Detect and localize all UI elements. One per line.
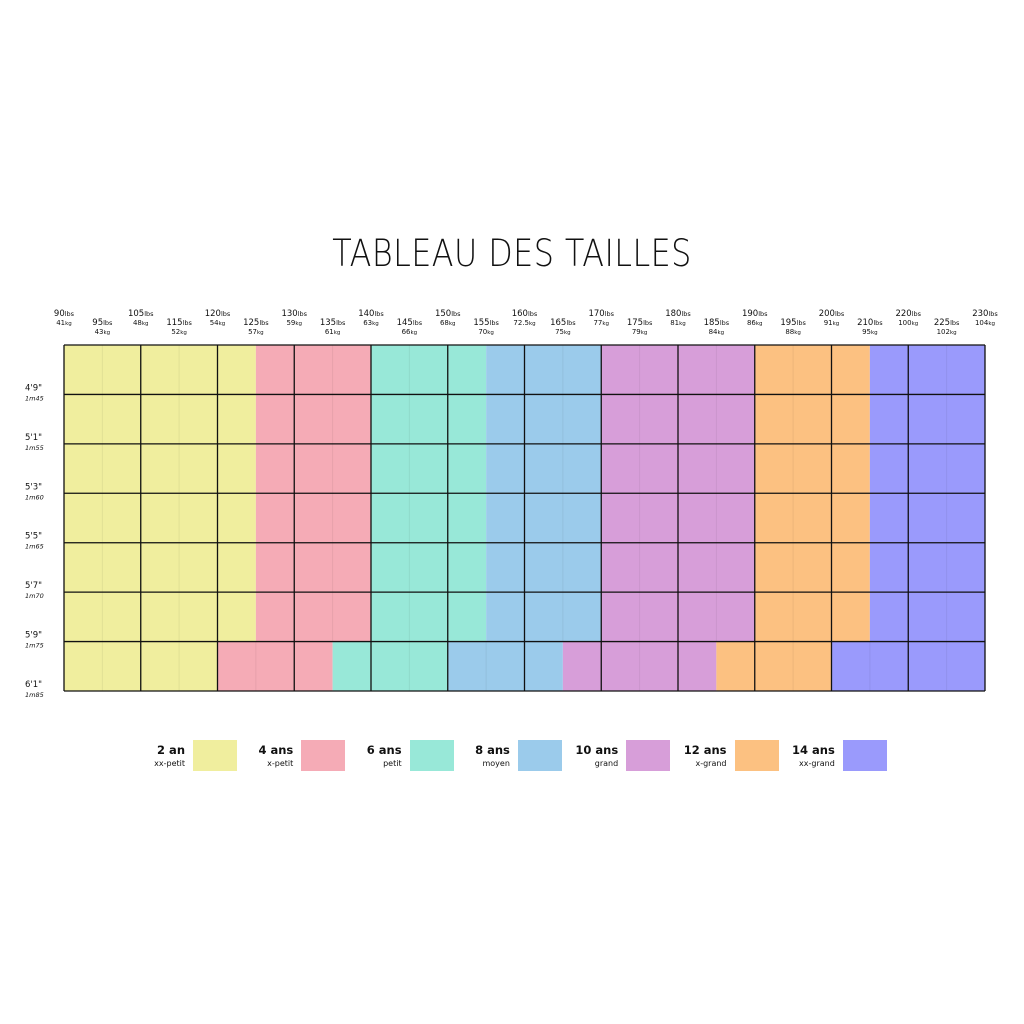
weight-kg-label: 63kg [363, 319, 379, 327]
legend-swatch [517, 740, 562, 771]
legend-size: x-petit [267, 759, 294, 768]
legend-age: 14 ans [791, 743, 835, 757]
height-ft-label: 5'3" [25, 482, 42, 492]
weight-lbs-label: 200lbs [819, 309, 845, 319]
weight-lbs-label: 160lbs [512, 309, 538, 319]
size-band [447, 641, 563, 691]
legend-swatch [734, 740, 779, 771]
weight-kg-label: 70kg [478, 328, 494, 336]
height-m-label: 1m75 [25, 642, 44, 650]
weight-lbs-label: 170lbs [588, 309, 614, 319]
weight-kg-label: 41kg [56, 319, 72, 327]
chart-title: TABLEAU DES TAILLES [332, 232, 692, 275]
legend-swatch [193, 740, 237, 771]
weight-lbs-label: 220lbs [895, 309, 921, 319]
legend-swatch [409, 740, 454, 771]
weight-kg-label: 91kg [824, 319, 840, 327]
weight-lbs-label: 190lbs [742, 309, 768, 319]
weight-lbs-label: 115lbs [166, 318, 192, 328]
legend-item: 6 ans petit [334, 740, 454, 772]
weight-lbs-label: 135lbs [320, 318, 346, 328]
weight-lbs-label: 185lbs [704, 318, 730, 328]
weight-kg-label: 48kg [133, 319, 149, 327]
legend-age: 8 ans [475, 743, 510, 757]
weight-kg-label: 59kg [286, 319, 302, 327]
height-m-label: 1m55 [25, 444, 44, 452]
legend-age: 6 ans [366, 743, 402, 757]
legend-size: x-grand [695, 759, 727, 768]
height-m-label: 1m60 [25, 493, 44, 501]
weight-kg-label: 54kg [210, 319, 226, 327]
weight-kg-label: 100kg [898, 319, 918, 327]
legend-size: xx-grand [799, 759, 835, 768]
height-ft-label: 5'7" [25, 581, 42, 591]
legend-size: petit [383, 759, 402, 768]
weight-kg-label: 72.5kg [513, 319, 535, 327]
weight-lbs-label: 150lbs [435, 309, 461, 319]
weight-kg-label: 57kg [248, 328, 264, 336]
legend-age: 12 ans [683, 743, 727, 757]
size-band [217, 641, 333, 691]
weight-kg-label: 86kg [747, 319, 763, 327]
weight-lbs-label: 180lbs [665, 309, 691, 319]
legend-item: 10 ans grand [550, 740, 671, 772]
weight-lbs-label: 195lbs [780, 318, 806, 328]
size-band [716, 641, 832, 691]
weight-lbs-label: 155lbs [473, 318, 499, 328]
weight-lbs-label: 125lbs [243, 318, 269, 328]
weight-kg-label: 104kg [975, 319, 995, 327]
legend-item: 2 an xx-petit [117, 740, 237, 772]
size-band [332, 641, 448, 691]
weight-lbs-label: 105lbs [128, 309, 154, 319]
weight-kg-label: 52kg [171, 328, 187, 336]
legend-item: 8 ans moyen [442, 740, 562, 772]
size-band [562, 641, 717, 691]
height-ft-label: 5'9" [25, 631, 42, 641]
weight-kg-label: 102kg [937, 328, 957, 336]
weight-lbs-label: 210lbs [857, 318, 883, 328]
legend-item: 4 ans x-petit [225, 740, 346, 772]
weight-lbs-label: 165lbs [550, 318, 576, 328]
weight-kg-label: 88kg [785, 328, 801, 336]
weight-lbs-label: 175lbs [627, 318, 653, 328]
height-m-label: 1m65 [25, 543, 44, 551]
legend-swatch [301, 740, 346, 771]
weight-kg-label: 61kg [325, 328, 341, 336]
legend-item: 14 ans xx-grand [767, 740, 887, 772]
weight-kg-label: 43kg [95, 328, 111, 336]
weight-lbs-label: 120lbs [205, 309, 231, 319]
legend-size: grand [594, 759, 619, 768]
weight-kg-label: 75kg [555, 328, 571, 336]
height-ft-label: 5'5" [25, 532, 42, 542]
weight-kg-label: 79kg [632, 328, 648, 336]
weight-kg-label: 68kg [440, 319, 456, 327]
legend-age: 10 ans [575, 743, 619, 757]
weight-lbs-label: 145lbs [397, 318, 423, 328]
legend-size: xx-petit [154, 759, 185, 768]
legend-age: 4 ans [258, 743, 294, 757]
legend-age: 2 an [157, 743, 185, 757]
weight-kg-label: 95kg [862, 328, 878, 336]
height-m-label: 1m70 [25, 592, 44, 600]
weight-kg-label: 66kg [402, 328, 418, 336]
weight-lbs-label: 90lbs [54, 309, 75, 319]
height-ft-label: 4'9" [25, 383, 42, 393]
weight-kg-label: 84kg [709, 328, 725, 336]
weight-lbs-label: 140lbs [358, 309, 384, 319]
height-m-label: 1m45 [25, 394, 44, 402]
weight-kg-label: 77kg [593, 319, 609, 327]
legend-item: 12 ans x-grand [659, 740, 779, 772]
weight-lbs-label: 225lbs [934, 318, 960, 328]
legend-swatch [626, 740, 671, 771]
height-m-label: 1m85 [25, 691, 44, 699]
legend-size: moyen [482, 759, 510, 768]
height-ft-label: 5'1" [25, 433, 42, 443]
weight-lbs-label: 95lbs [92, 318, 113, 328]
legend-swatch [842, 740, 887, 771]
height-ft-label: 6'1" [25, 680, 42, 690]
weight-kg-label: 81kg [670, 319, 686, 327]
weight-lbs-label: 230lbs [972, 309, 998, 319]
weight-lbs-label: 130lbs [281, 309, 307, 319]
